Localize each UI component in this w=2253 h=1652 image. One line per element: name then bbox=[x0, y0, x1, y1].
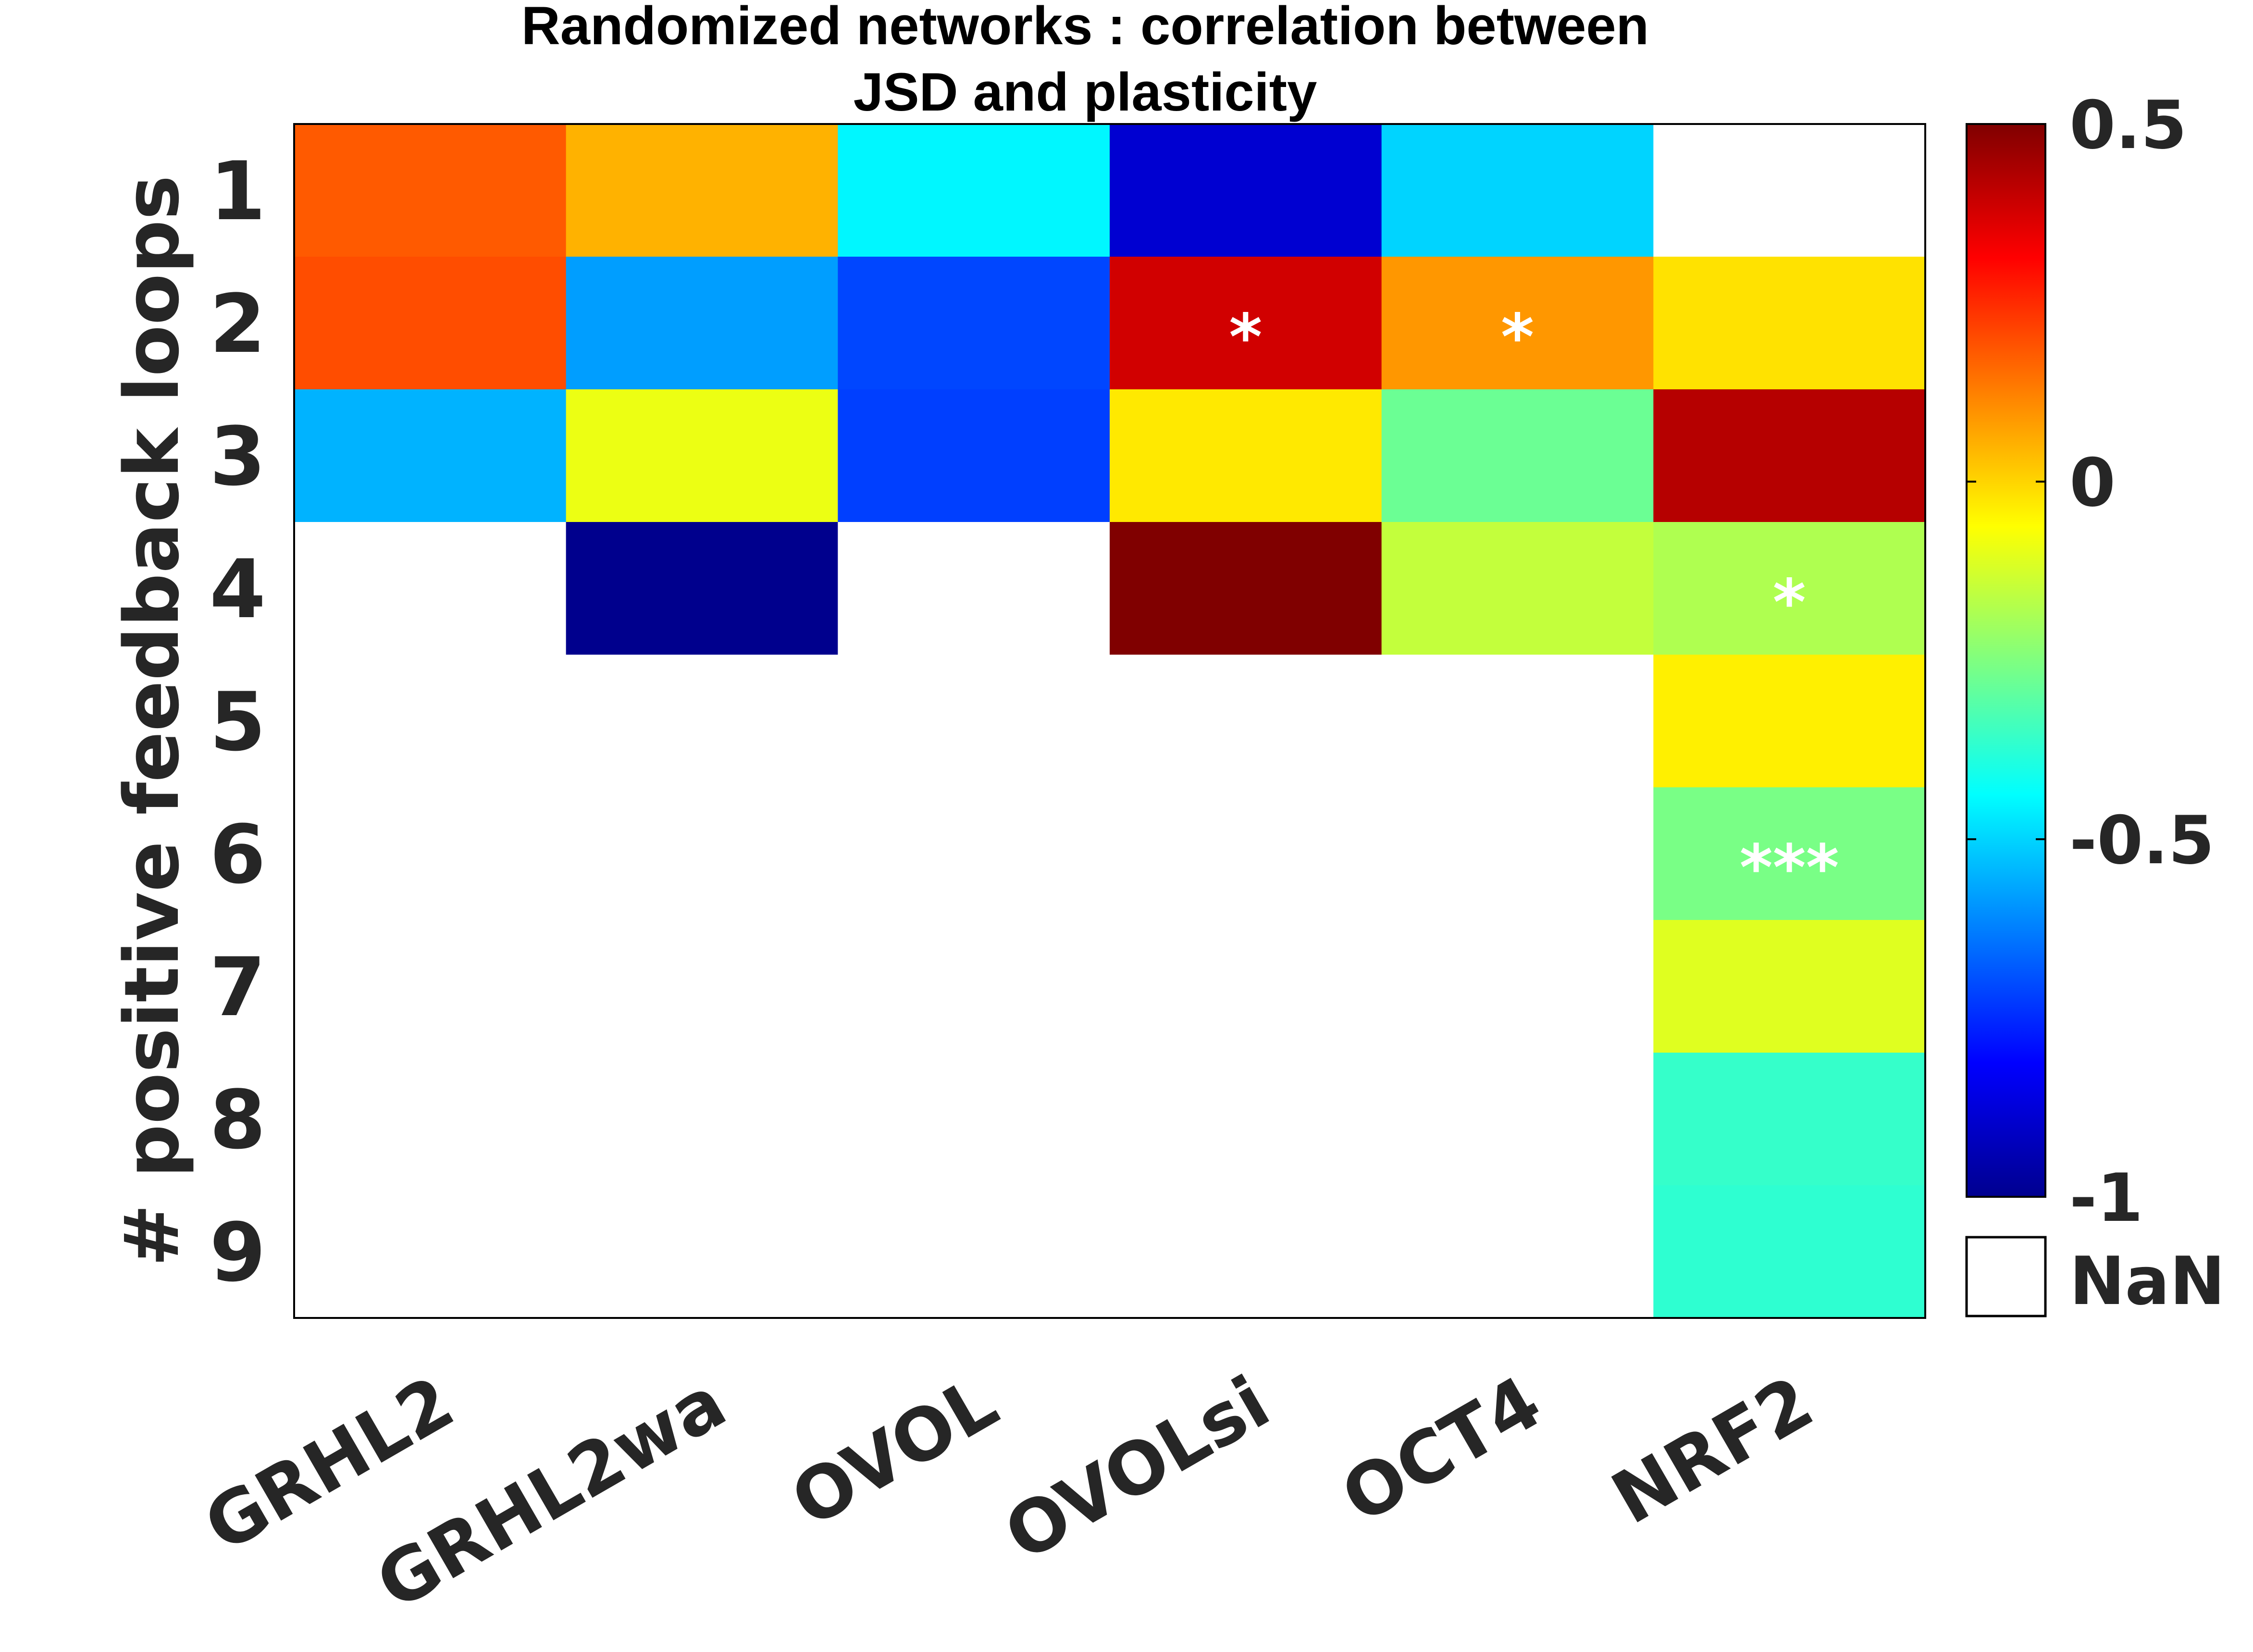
x-tick-label: OCT4 bbox=[1328, 1360, 1555, 1540]
y-tick-label: 5 bbox=[210, 675, 266, 769]
y-tick-label: 4 bbox=[210, 542, 266, 636]
heatmap-cell bbox=[294, 522, 567, 655]
heatmap-cell bbox=[1110, 655, 1382, 788]
heatmap-cell bbox=[1110, 920, 1382, 1053]
colorbar-tick-label: 0.5 bbox=[2069, 87, 2187, 164]
nan-legend-box bbox=[1965, 1236, 2047, 1317]
heatmap-cell bbox=[1653, 1053, 1926, 1186]
heatmap-cell bbox=[838, 1053, 1110, 1186]
heatmap-cell bbox=[566, 1053, 838, 1186]
y-tick-labels: 1 2 3 4 5 6 7 8 9 bbox=[210, 144, 266, 1300]
colorbar-tick-label: -0.5 bbox=[2069, 802, 2215, 879]
heatmap-cell bbox=[1653, 522, 1926, 655]
heatmap-cell bbox=[838, 655, 1110, 788]
heatmap-cell bbox=[838, 1185, 1110, 1318]
heatmap-cell bbox=[294, 920, 567, 1053]
significance-marker: * bbox=[1229, 300, 1262, 374]
heatmap-cells bbox=[294, 124, 1926, 1318]
heatmap-cell bbox=[1653, 257, 1926, 390]
heatmap-cell bbox=[838, 787, 1110, 920]
heatmap-cell bbox=[1653, 787, 1926, 920]
chart-title-line-2: JSD and plasticity bbox=[854, 62, 1317, 122]
heatmap-cell bbox=[566, 1185, 838, 1318]
colorbar bbox=[1966, 123, 2046, 1198]
heatmap-cell bbox=[1653, 1185, 1926, 1318]
heatmap-cell bbox=[838, 124, 1110, 257]
heatmap-cell bbox=[1653, 389, 1926, 522]
heatmap-cell bbox=[1381, 389, 1654, 522]
heatmap-cell bbox=[1653, 920, 1926, 1053]
heatmap-cell bbox=[1110, 1185, 1382, 1318]
y-tick-label: 2 bbox=[210, 277, 266, 371]
heatmap-cell bbox=[1381, 257, 1654, 390]
heatmap-cell bbox=[838, 920, 1110, 1053]
heatmap-cell bbox=[294, 1185, 567, 1318]
heatmap-cell bbox=[1653, 655, 1926, 788]
heatmap-cell bbox=[838, 257, 1110, 390]
y-tick-label: 8 bbox=[210, 1073, 266, 1167]
chart-title-line-1: Randomized networks : correlation betwee… bbox=[521, 0, 1649, 56]
heatmap-cell bbox=[294, 124, 567, 257]
heatmap-cell bbox=[1110, 787, 1382, 920]
x-tick-label: OVOLsi bbox=[991, 1360, 1283, 1577]
heatmap-cell bbox=[566, 655, 838, 788]
significance-markers: * ***** bbox=[1229, 300, 1839, 905]
heatmap-cell bbox=[1110, 257, 1382, 390]
significance-marker: *** bbox=[1740, 831, 1839, 905]
heatmap-cell bbox=[566, 124, 838, 257]
y-axis-label: # positive feedback loops bbox=[108, 175, 196, 1267]
heatmap-cell bbox=[1110, 1053, 1382, 1186]
heatmap-cell bbox=[1110, 389, 1382, 522]
y-tick-label: 1 bbox=[210, 144, 266, 238]
heatmap-cell bbox=[294, 655, 567, 788]
y-tick-label: 9 bbox=[210, 1205, 266, 1300]
heatmap-cell bbox=[1381, 522, 1654, 655]
colorbar-tick-label: -1 bbox=[2069, 1159, 2143, 1237]
heatmap-cell bbox=[294, 257, 567, 390]
heatmap-cell bbox=[566, 257, 838, 390]
heatmap-cell bbox=[1381, 655, 1654, 788]
heatmap-cell bbox=[566, 389, 838, 522]
x-tick-label: NRF2 bbox=[1598, 1360, 1827, 1540]
heatmap-cell bbox=[1381, 124, 1654, 257]
heatmap-cell bbox=[1653, 124, 1926, 257]
plot-frame bbox=[293, 123, 1926, 1319]
heatmap-cell bbox=[838, 389, 1110, 522]
heatmap-cell bbox=[1110, 522, 1382, 655]
heatmap-cell bbox=[566, 522, 838, 655]
colorbar-ticks: 0.5 0 -0.5 -1 bbox=[1967, 87, 2215, 1237]
heatmap-cell bbox=[1381, 920, 1654, 1053]
y-tick-label: 3 bbox=[210, 410, 266, 504]
heatmap-cell bbox=[1381, 1185, 1654, 1318]
significance-marker: * bbox=[1501, 300, 1534, 374]
heatmap-cell bbox=[294, 787, 567, 920]
heatmap-cell bbox=[1381, 787, 1654, 920]
heatmap-cell bbox=[566, 920, 838, 1053]
x-tick-label: OVOL bbox=[778, 1360, 1011, 1543]
heatmap-cell bbox=[1110, 124, 1382, 257]
heatmap-cell bbox=[566, 787, 838, 920]
nan-legend-label: NaN bbox=[2069, 1242, 2225, 1320]
heatmap-cell bbox=[294, 1053, 567, 1186]
y-tick-label: 6 bbox=[210, 807, 266, 902]
significance-marker: * bbox=[1773, 566, 1806, 640]
heatmap-cell bbox=[294, 389, 567, 522]
heatmap-cell bbox=[1381, 1053, 1654, 1186]
heatmap-cell bbox=[838, 522, 1110, 655]
colorbar-tick-label: 0 bbox=[2069, 444, 2116, 522]
y-tick-label: 7 bbox=[210, 940, 266, 1034]
